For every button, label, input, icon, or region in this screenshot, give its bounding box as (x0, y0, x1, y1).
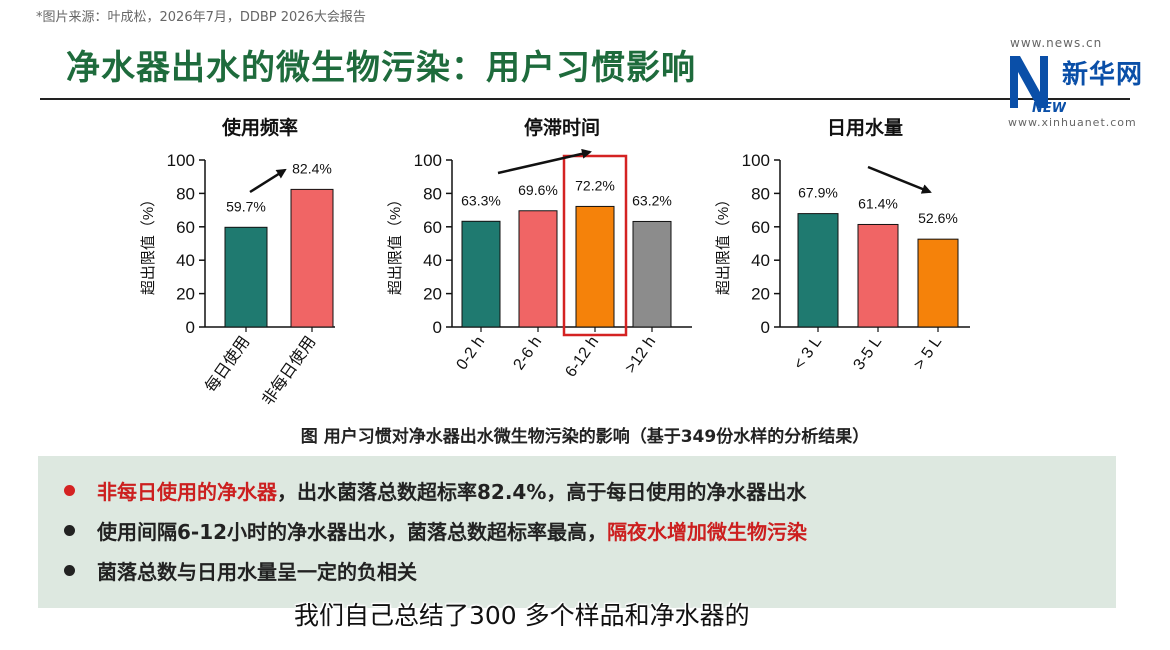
logo-url-bottom: www.xinhuanet.com (1008, 116, 1137, 129)
bullet-dot-icon (64, 485, 75, 496)
chart-2-highlight-box (562, 154, 628, 337)
chart-1-title: 使用频率 (221, 116, 298, 139)
chart-2-trend-arrow-icon (497, 148, 592, 175)
chart-2-bar (575, 205, 615, 328)
chart-1-y-tick-label: 40 (176, 251, 195, 270)
chart-2-data-label: 69.6% (518, 182, 558, 198)
chart-3-category-label: 3-5 L (850, 333, 885, 373)
chart-3-y-tick-label: 80 (751, 184, 770, 203)
chart-3-title: 日用水量 (827, 117, 903, 139)
chart-3-y-tick-label: 60 (751, 218, 770, 237)
chart-1-y-tick-label: 80 (176, 184, 195, 203)
chart-3-trend-arrow-icon (867, 165, 932, 194)
title-divider (40, 98, 1130, 100)
news-logo-icon: NEWS (1010, 56, 1066, 114)
chart-3-y-tick-label: 100 (742, 151, 770, 170)
chart-2-bar (518, 210, 558, 328)
chart-1-y-axis-label: 超出限值（%） (140, 192, 157, 295)
chart-2-y-tick-label: 0 (433, 318, 442, 337)
chart-3-bar (917, 238, 959, 328)
chart-3-y-tick-label: 40 (751, 251, 770, 270)
chart-3-data-label: 67.9% (798, 185, 838, 201)
chart-1-category-label: 非每日使用 (259, 333, 320, 409)
logo-url-top: www.news.cn (1010, 36, 1103, 50)
xinhua-logo: www.news.cn NEWS 新华网 www.xinhuanet.com (1004, 36, 1154, 132)
chart-3-category-label: > 5 L (911, 333, 946, 372)
summary-box: 非每日使用的净水器，出水菌落总数超标率82.4%，高于每日使用的净水器出水 使用… (38, 456, 1116, 608)
chart-1-category-label: 每日使用 (202, 333, 253, 396)
charts-area: 使用频率 0 20 40 60 80 100 超出限值（%） 59.7% 每日使用 82.4% 非每日… (140, 116, 970, 409)
chart-3-category-label: < 3 L (791, 333, 826, 372)
summary-bullet-3: 菌落总数与日用水量呈一定的负相关 (64, 556, 417, 585)
chart-2-title: 停滞时间 (524, 116, 600, 139)
chart-1-data-label: 82.4% (292, 160, 332, 176)
figure-caption: 图 用户习惯对净水器出水微生物污染的影响（基于349份水样的分析结果） (300, 427, 870, 447)
chart-3-bar (857, 223, 899, 328)
image-source-note: *图片来源：叶成松，2026年7月，DDBP 2026大会报告 (36, 10, 366, 25)
chart-3-y-tick-label: 20 (751, 285, 770, 304)
chart-2-bar (461, 220, 501, 328)
chart-2-data-label: 72.2% (575, 177, 615, 193)
chart-1-data-label: 59.7% (226, 198, 266, 214)
logo-name: 新华网 (1062, 60, 1144, 90)
chart-3-data-label: 61.4% (858, 195, 898, 211)
chart-2-data-label: 63.2% (632, 192, 672, 208)
chart-2-category-label: 0-2 h (453, 334, 488, 374)
chart-2-y-axis-label: 超出限值（%） (387, 192, 404, 295)
chart-1-trend-arrow-icon (249, 168, 287, 194)
chart-3-data-label: 52.6% (918, 210, 958, 226)
chart-2-y-tick-label: 100 (414, 151, 442, 170)
chart-2-category-label: 6-12 h (562, 334, 602, 381)
bullet-3-text: 菌落总数与日用水量呈一定的负相关 (97, 560, 417, 584)
chart-2-category-label: 2-6 h (510, 334, 545, 374)
chart-1-y-tick-label: 0 (186, 318, 195, 337)
chart-1-y-tick-label: 60 (176, 218, 195, 237)
logo-letters: NEWS (1032, 101, 1066, 114)
bullet-dot-icon (64, 525, 75, 536)
chart-1-y-tick-label: 20 (176, 285, 195, 304)
chart-2-category-label: >12 h (622, 334, 659, 377)
bullet-2-text: 使用间隔6-12小时的净水器出水，菌落总数超标率最高， (97, 520, 608, 544)
bullet-dot-icon (64, 565, 75, 576)
chart-2-y-tick-label: 60 (423, 218, 442, 237)
chart-3-y-axis-label: 超出限值（%） (715, 192, 732, 295)
chart-1-y-tick-label: 100 (167, 151, 195, 170)
summary-bullet-1: 非每日使用的净水器，出水菌落总数超标率82.4%，高于每日使用的净水器出水 (64, 476, 806, 505)
chart-3-bar (797, 213, 839, 328)
chart-1-bar (224, 226, 268, 328)
chart-2-y-tick-label: 80 (423, 184, 442, 203)
chart-2-y-tick-label: 40 (423, 251, 442, 270)
chart-2-data-label: 63.3% (461, 192, 501, 208)
chart-1-bar (290, 188, 334, 328)
chart-2-bar (632, 220, 672, 328)
bullet-2-highlight: 隔夜水增加微生物污染 (607, 520, 808, 544)
bullet-1-highlight: 非每日使用的净水器 (97, 480, 277, 504)
summary-bullet-2: 使用间隔6-12小时的净水器出水，菌落总数超标率最高，隔夜水增加微生物污染 (64, 516, 807, 545)
chart-2-y-tick-label: 20 (423, 285, 442, 304)
video-subtitle: 我们自己总结了300 多个样品和净水器的 (294, 601, 750, 630)
chart-3-y-tick-label: 0 (761, 318, 770, 337)
slide-title: 净水器出水的微生物污染：用户习惯影响 (66, 48, 696, 88)
bullet-1-text: ，出水菌落总数超标率82.4%，高于每日使用的净水器出水 (277, 480, 807, 504)
